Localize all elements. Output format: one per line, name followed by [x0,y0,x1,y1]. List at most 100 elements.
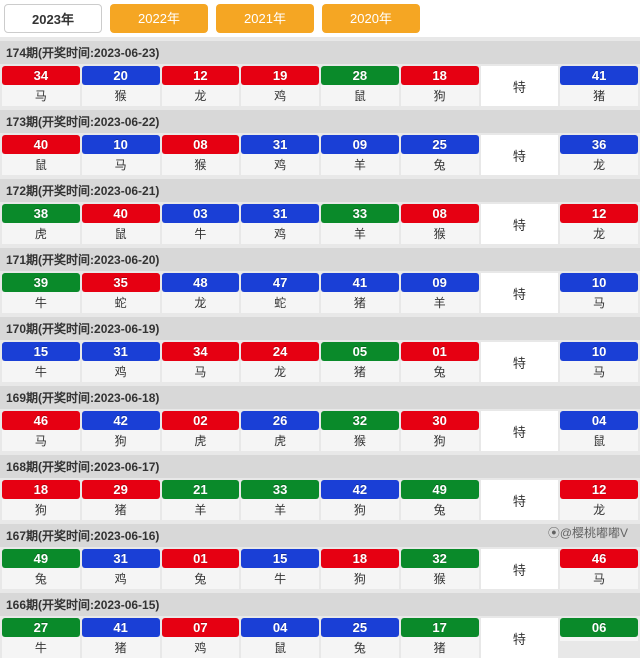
number-cell: 32猴 [321,411,399,451]
zodiac-label: 龙 [560,499,638,520]
number-cell: 18狗 [321,549,399,589]
number-cell: 01兔 [162,549,240,589]
number-value: 36 [560,135,638,154]
year-tab-2020年[interactable]: 2020年 [322,4,420,33]
number-cell: 19鸡 [241,66,319,106]
number-cell: 31鸡 [82,549,160,589]
number-cell: 12龙 [560,204,638,244]
number-cell: 29猪 [82,480,160,520]
number-cell: 33羊 [241,480,319,520]
zodiac-label: 鼠 [82,223,160,244]
number-value: 20 [82,66,160,85]
number-value: 31 [82,342,160,361]
zodiac-label: 羊 [401,292,479,313]
number-cell: 12龙 [162,66,240,106]
number-cell: 46马 [2,411,80,451]
zodiac-label: 狗 [82,430,160,451]
number-cell: 20猴 [82,66,160,106]
zodiac-label: 猪 [82,499,160,520]
zodiac-label: 兔 [401,154,479,175]
period-168: 168期(开奖时间:2023-06-17)18狗29猪21羊33羊42狗49兔特… [0,455,640,520]
number-value: 12 [560,480,638,499]
number-value: 25 [401,135,479,154]
watermark: ⦿@樱桃嘟嘟V [548,524,628,541]
number-cell: 08猴 [401,204,479,244]
period-171: 171期(开奖时间:2023-06-20)39牛35蛇48龙47蛇41猪09羊特… [0,248,640,313]
number-cell: 33羊 [321,204,399,244]
year-tab-2021年[interactable]: 2021年 [216,4,314,33]
number-cell: 38虎 [2,204,80,244]
number-cell: 39牛 [2,273,80,313]
zodiac-label: 牛 [2,637,80,658]
zodiac-label: 猪 [321,292,399,313]
zodiac-label: 兔 [162,568,240,589]
period-header: 174期(开奖时间:2023-06-23) [0,41,640,64]
number-cell: 03牛 [162,204,240,244]
zodiac-label: 鸡 [241,154,319,175]
number-value: 10 [560,342,638,361]
number-cell: 01兔 [401,342,479,382]
number-cell: 07鸡 [162,618,240,658]
zodiac-label [560,637,638,641]
number-value: 32 [401,549,479,568]
special-label: 特 [481,549,559,589]
number-value: 38 [2,204,80,223]
zodiac-label: 牛 [162,223,240,244]
number-row: 39牛35蛇48龙47蛇41猪09羊特10马 [0,271,640,313]
number-value: 07 [162,618,240,637]
number-cell: 10马 [560,342,638,382]
zodiac-label: 马 [2,430,80,451]
number-cell: 15牛 [241,549,319,589]
number-value: 41 [560,66,638,85]
zodiac-label: 狗 [321,568,399,589]
zodiac-label: 猴 [401,223,479,244]
number-value: 29 [82,480,160,499]
number-row: 38虎40鼠03牛31鸡33羊08猴特12龙 [0,202,640,244]
number-value: 32 [321,411,399,430]
number-cell: 08猴 [162,135,240,175]
special-label: 特 [481,66,559,106]
number-value: 27 [2,618,80,637]
number-value: 02 [162,411,240,430]
zodiac-label: 牛 [2,361,80,382]
number-value: 08 [162,135,240,154]
results-list: 174期(开奖时间:2023-06-23)34马20猴12龙19鸡28鼠18狗特… [0,41,640,658]
number-value: 10 [82,135,160,154]
number-value: 33 [241,480,319,499]
year-tabs: 2023年 2022年 2021年 2020年 [0,0,640,37]
number-cell: 06 [560,618,638,658]
zodiac-label: 鼠 [2,154,80,175]
zodiac-label: 虎 [241,430,319,451]
year-tab-2023年[interactable]: 2023年 [4,4,102,33]
number-row: 49兔31鸡01兔15牛18狗32猴特46马 [0,547,640,589]
number-value: 34 [162,342,240,361]
zodiac-label: 羊 [321,154,399,175]
zodiac-label: 马 [560,568,638,589]
number-value: 06 [560,618,638,637]
period-header: 170期(开奖时间:2023-06-19) [0,317,640,340]
zodiac-label: 羊 [162,499,240,520]
number-cell: 31鸡 [241,135,319,175]
number-cell: 41猪 [82,618,160,658]
number-cell: 26虎 [241,411,319,451]
number-cell: 28鼠 [321,66,399,106]
zodiac-label: 鸡 [241,85,319,106]
number-value: 04 [560,411,638,430]
zodiac-label: 马 [82,154,160,175]
number-value: 48 [162,273,240,292]
zodiac-label: 马 [560,361,638,382]
year-tab-2022年[interactable]: 2022年 [110,4,208,33]
number-cell: 31鸡 [241,204,319,244]
zodiac-label: 猴 [321,430,399,451]
number-value: 42 [321,480,399,499]
number-value: 31 [82,549,160,568]
period-header: 173期(开奖时间:2023-06-22) [0,110,640,133]
number-cell: 41猪 [560,66,638,106]
number-value: 18 [2,480,80,499]
number-cell: 49兔 [401,480,479,520]
special-label: 特 [481,618,559,658]
zodiac-label: 狗 [321,499,399,520]
number-value: 49 [2,549,80,568]
number-value: 18 [321,549,399,568]
number-cell: 05猪 [321,342,399,382]
